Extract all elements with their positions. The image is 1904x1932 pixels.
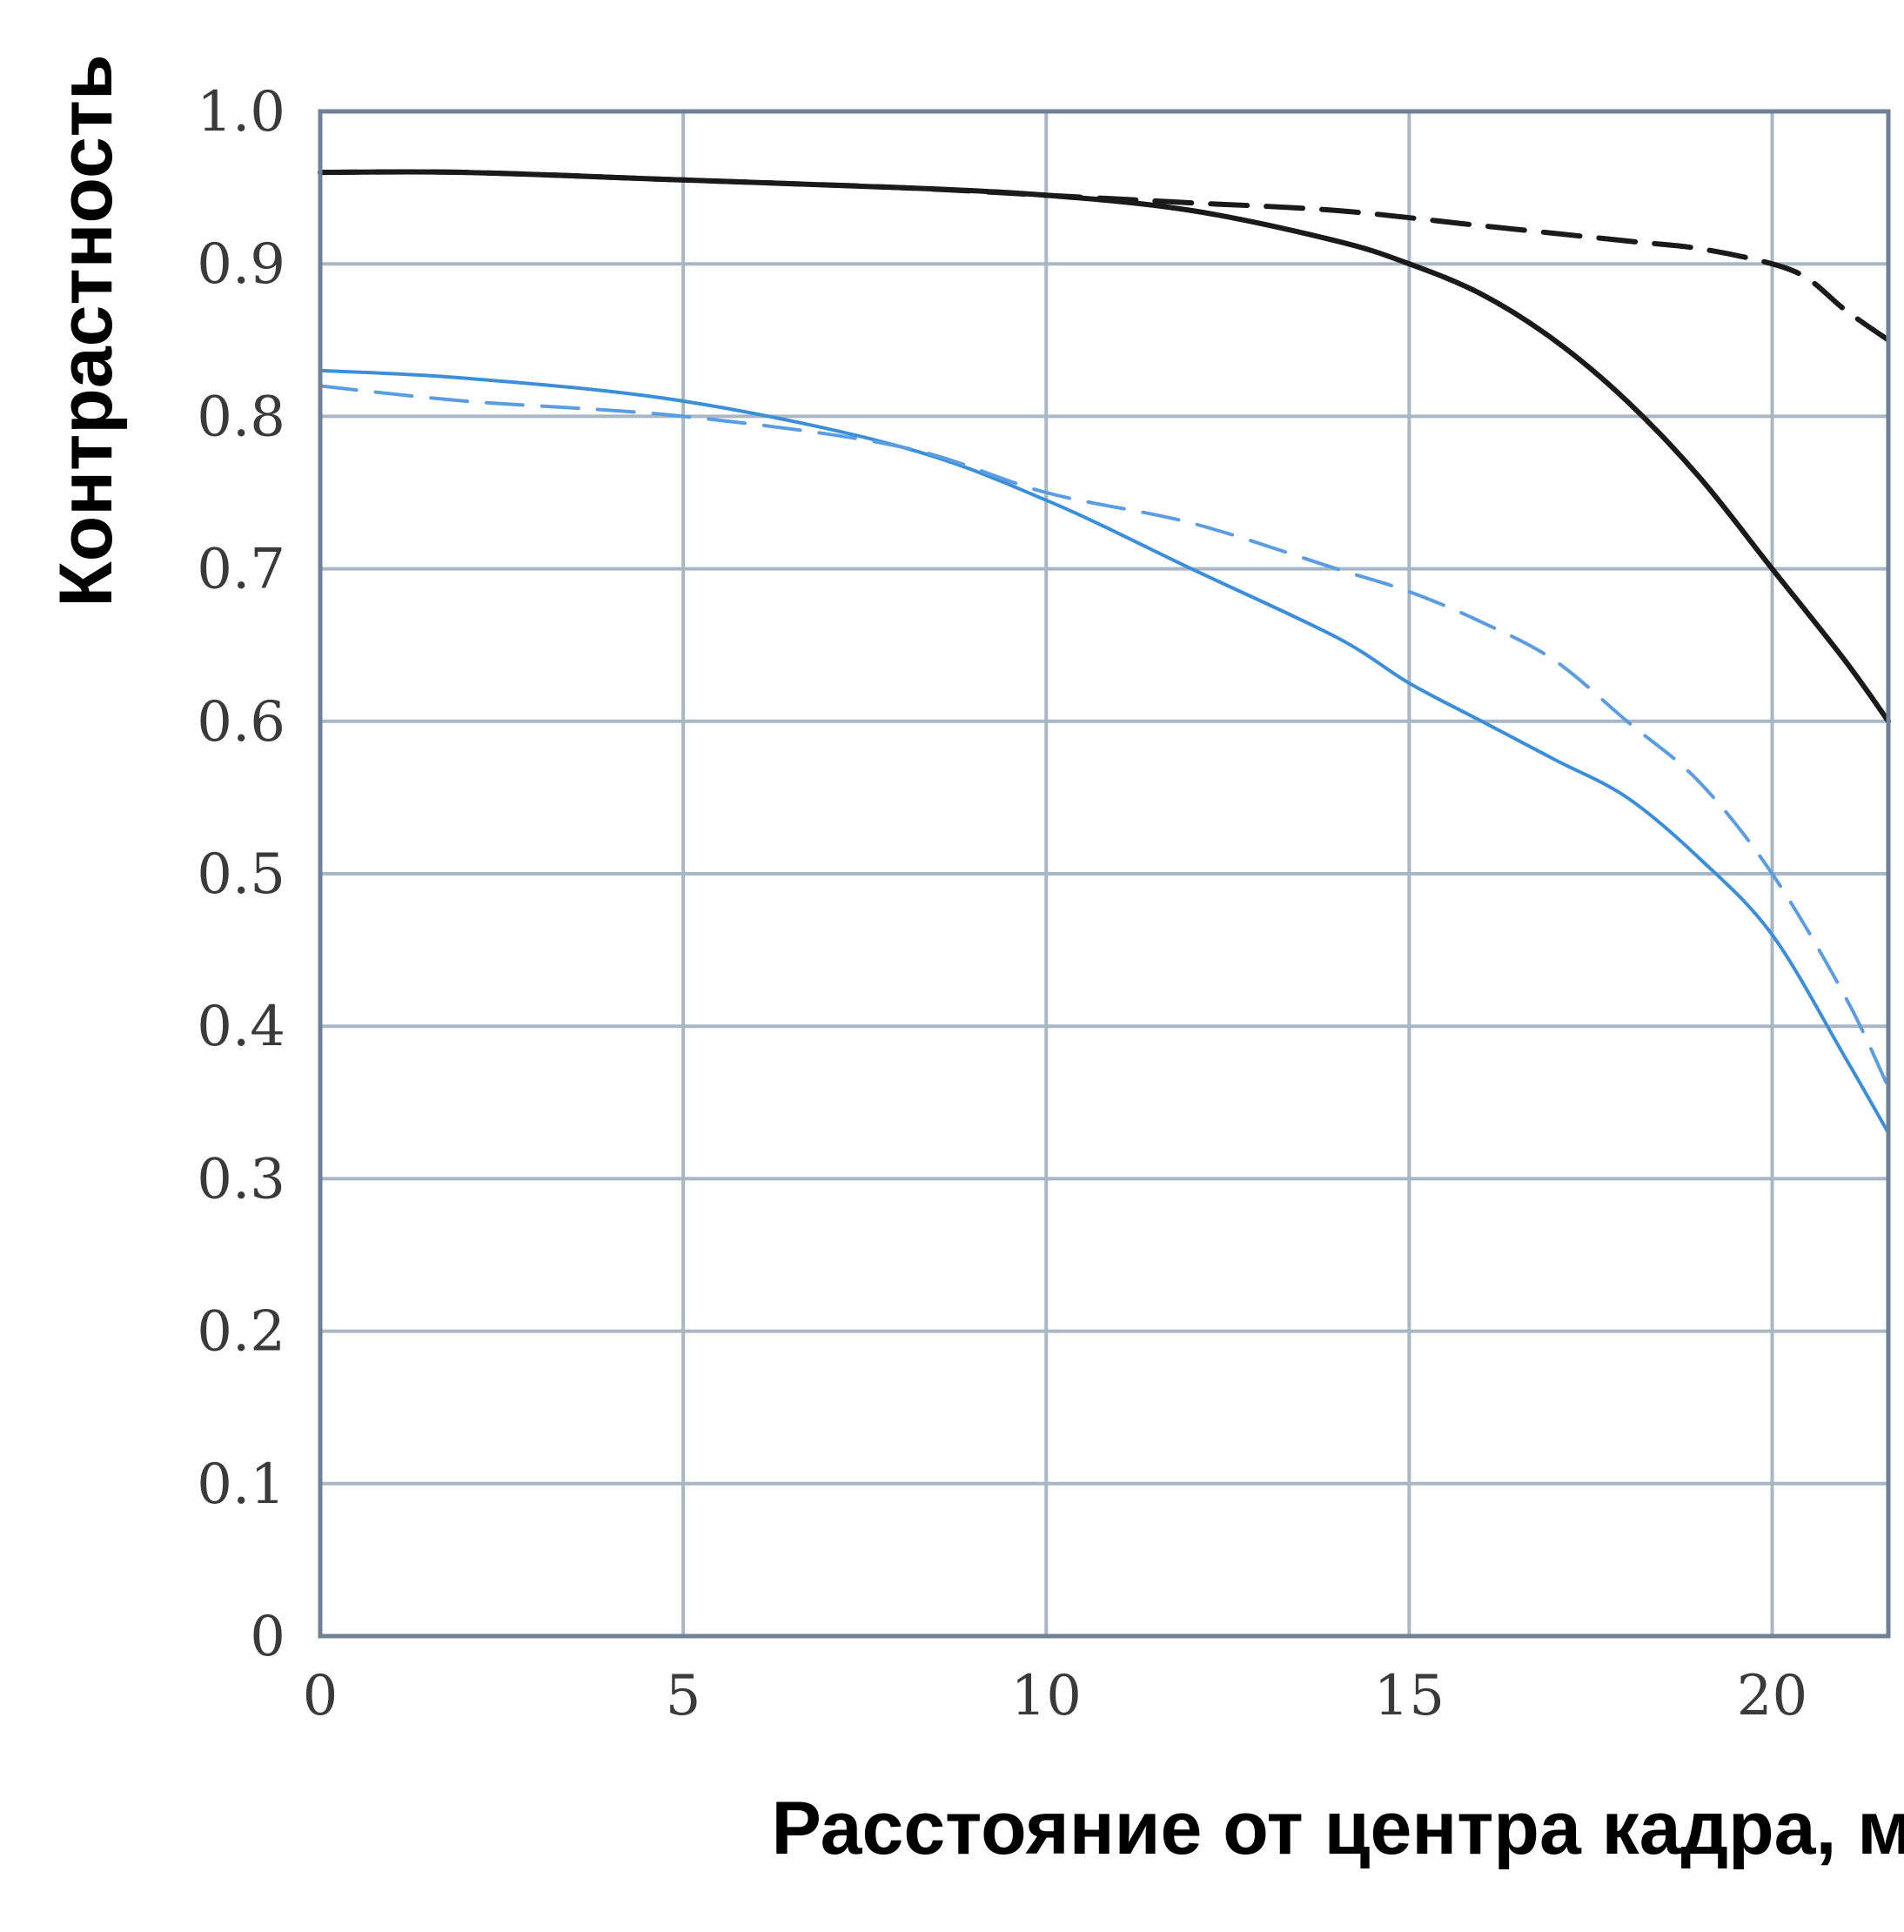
series-line-3	[318, 384, 1890, 1090]
y-tick-label: 0.3	[197, 1147, 285, 1211]
x-tick-label: 20	[1737, 1664, 1807, 1728]
y-tick-label: 0.2	[197, 1300, 285, 1365]
x-tick-label: 15	[1374, 1664, 1445, 1728]
y-tick-label: 0.1	[197, 1452, 285, 1517]
x-tick-label: 5	[666, 1664, 701, 1728]
series-lines	[318, 169, 1891, 1135]
y-tick-label: 0.8	[197, 385, 285, 449]
series-line-1	[318, 169, 1891, 343]
x-axis-label: Расстояние от центра кадра, мм	[771, 1787, 1904, 1870]
y-tick-label: 1.0	[197, 80, 285, 144]
series-line-0	[318, 169, 1891, 724]
x-tick-labels: 0 5 10 15 20	[303, 1664, 1808, 1728]
y-tick-labels: 0 0.1 0.2 0.3 0.4 0.5 0.6 0.7 0.8 0.9 1.0	[197, 80, 285, 1669]
x-tick-label: 10	[1011, 1664, 1082, 1728]
y-tick-label: 0	[250, 1605, 285, 1669]
x-tick-label: 0	[303, 1664, 339, 1728]
y-tick-label: 0.7	[197, 538, 285, 602]
y-tick-label: 0.5	[197, 842, 285, 907]
y-axis-label: Контрастность	[44, 54, 128, 607]
series-line-2	[318, 368, 1890, 1135]
y-tick-label: 0.9	[197, 232, 285, 297]
grid	[318, 110, 1888, 1638]
y-tick-label: 0.4	[197, 995, 285, 1059]
y-tick-label: 0.6	[197, 690, 285, 755]
plot-frame	[318, 109, 1891, 1639]
